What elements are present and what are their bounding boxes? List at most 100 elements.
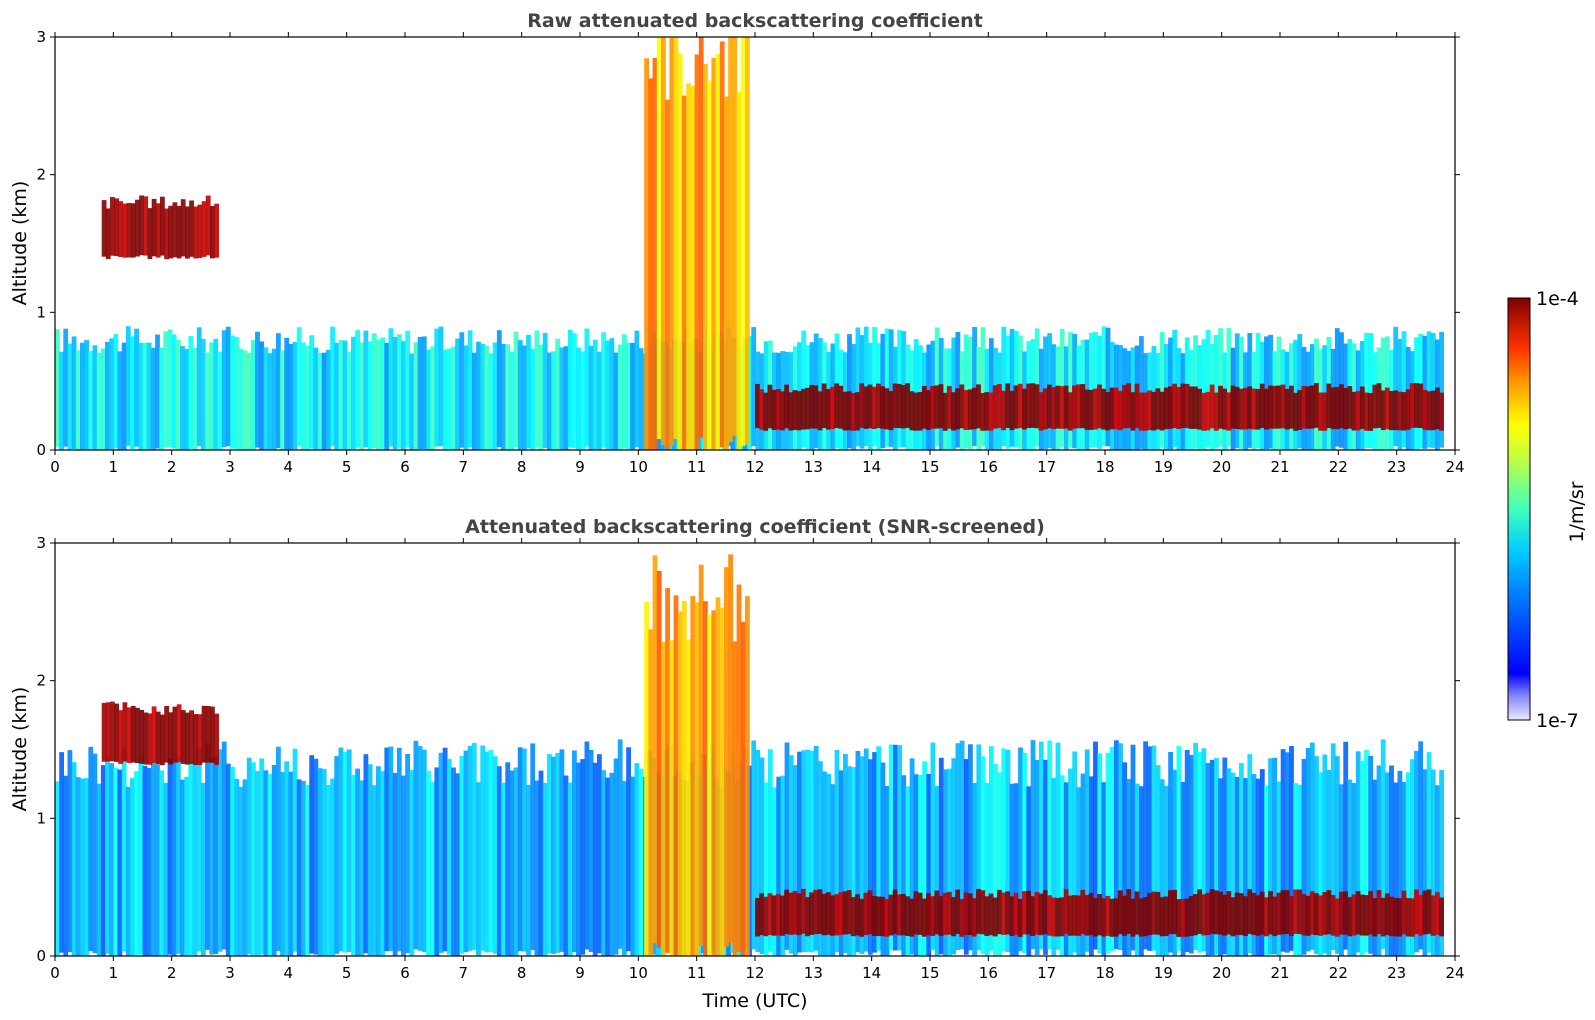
x-tick-label: 6: [400, 458, 410, 476]
heatmap-cell: [1080, 773, 1086, 956]
heatmap-cell: [1430, 390, 1436, 431]
heatmap-cell: [175, 339, 181, 450]
heatmap-cell: [538, 770, 544, 956]
heatmap-cell: [180, 346, 185, 450]
heatmap-cell: [1201, 392, 1207, 431]
heatmap-cell: [963, 759, 969, 955]
heatmap-cell: [530, 743, 536, 951]
heatmap-cell: [1259, 891, 1265, 935]
heatmap-cell: [847, 334, 852, 449]
heatmap-cell: [92, 753, 98, 954]
heatmap-cell: [563, 346, 569, 450]
heatmap-cell: [855, 327, 861, 447]
heatmap-cell: [417, 746, 423, 951]
heatmap-cell: [551, 756, 556, 954]
heatmap-cell: [1435, 892, 1440, 935]
heatmap-cell: [185, 712, 190, 765]
heatmap-cell: [1105, 327, 1111, 447]
heatmap-cell: [1238, 893, 1244, 936]
x-tick-label: 5: [342, 458, 352, 476]
heatmap-cell: [1380, 897, 1386, 937]
heatmap-cell: [922, 761, 927, 956]
heatmap-cell: [1109, 898, 1115, 937]
heatmap-cell: [1017, 383, 1023, 429]
heatmap-cell: [175, 755, 181, 954]
heatmap-cell: [426, 349, 431, 450]
heatmap-cell: [724, 96, 729, 450]
heatmap-cell: [176, 704, 182, 763]
heatmap-cell: [405, 754, 410, 954]
heatmap-cell: [509, 770, 515, 956]
heatmap-cell: [1030, 740, 1036, 950]
heatmap-cell: [1126, 889, 1132, 934]
heatmap-cell: [471, 742, 477, 950]
heatmap-cell: [1001, 326, 1007, 447]
heatmap-cell: [1272, 757, 1278, 955]
heatmap-cell: [1410, 383, 1415, 428]
heatmap-cell: [609, 338, 615, 450]
heatmap-cell: [1109, 387, 1115, 430]
heatmap-cell: [200, 338, 206, 450]
x-tick-label: 17: [1037, 964, 1056, 982]
heatmap-cell: [501, 343, 506, 450]
heatmap-cell: [880, 896, 885, 937]
heatmap-cell: [872, 327, 877, 447]
heatmap-cell: [669, 37, 675, 447]
heatmap-cell: [238, 786, 244, 956]
x-tick-label: 10: [629, 964, 648, 982]
heatmap-cell: [707, 80, 712, 450]
heatmap-cell: [1176, 899, 1182, 937]
heatmap-cell: [567, 329, 573, 447]
heatmap-cell: [834, 749, 840, 952]
heatmap-cell: [67, 343, 73, 450]
heatmap-cell: [1439, 331, 1444, 448]
heatmap-cell: [763, 782, 769, 956]
heatmap-cell: [1088, 892, 1094, 935]
heatmap-cell: [1151, 891, 1157, 935]
heatmap-cell: [214, 713, 219, 765]
x-tick-label: 23: [1387, 458, 1406, 476]
heatmap-cell: [776, 776, 782, 956]
heatmap-cell: [1042, 388, 1048, 430]
heatmap-cell: [471, 352, 477, 450]
heatmap-cell: [313, 347, 319, 450]
heatmap-cell: [376, 766, 381, 956]
x-tick-label: 5: [342, 964, 352, 982]
heatmap-cell: [338, 340, 344, 450]
heatmap-cell: [1059, 386, 1065, 429]
heatmap-cell: [305, 345, 310, 450]
heatmap-cell: [834, 383, 840, 428]
heatmap-cell: [84, 778, 89, 956]
heatmap-cell: [1218, 385, 1223, 429]
heatmap-cell: [1318, 392, 1323, 431]
x-tick-label: 19: [1154, 964, 1173, 982]
heatmap-cell: [817, 889, 823, 934]
heatmap-cell: [110, 197, 115, 256]
heatmap-cell: [1263, 388, 1269, 430]
heatmap-cell: [59, 752, 64, 953]
heatmap-cell: [888, 894, 894, 936]
heatmap-cell: [205, 742, 210, 950]
heatmap-cell: [868, 759, 873, 955]
heatmap-cell: [367, 764, 373, 956]
heatmap-cell: [938, 384, 944, 429]
heatmap-cell: [142, 342, 148, 450]
heatmap-cell: [1418, 383, 1424, 428]
heatmap-cell: [1364, 749, 1369, 952]
heatmap-cell: [1155, 388, 1161, 430]
heatmap-cell: [1193, 386, 1198, 429]
heatmap-cell: [901, 775, 907, 956]
heatmap-cell: [259, 341, 265, 450]
heatmap-cell: [648, 629, 654, 956]
heatmap-cell: [638, 768, 644, 956]
heatmap-cell: [1205, 763, 1211, 956]
heatmap-cell: [105, 702, 111, 762]
heatmap-cell: [613, 758, 619, 955]
heatmap-cell: [997, 889, 1002, 935]
heatmap-cell: [1084, 895, 1090, 936]
heatmap-cell: [736, 584, 742, 952]
heatmap-cell: [892, 889, 898, 934]
heatmap-cell: [796, 391, 802, 431]
heatmap-cell: [100, 765, 106, 956]
heatmap-cell: [656, 37, 662, 440]
